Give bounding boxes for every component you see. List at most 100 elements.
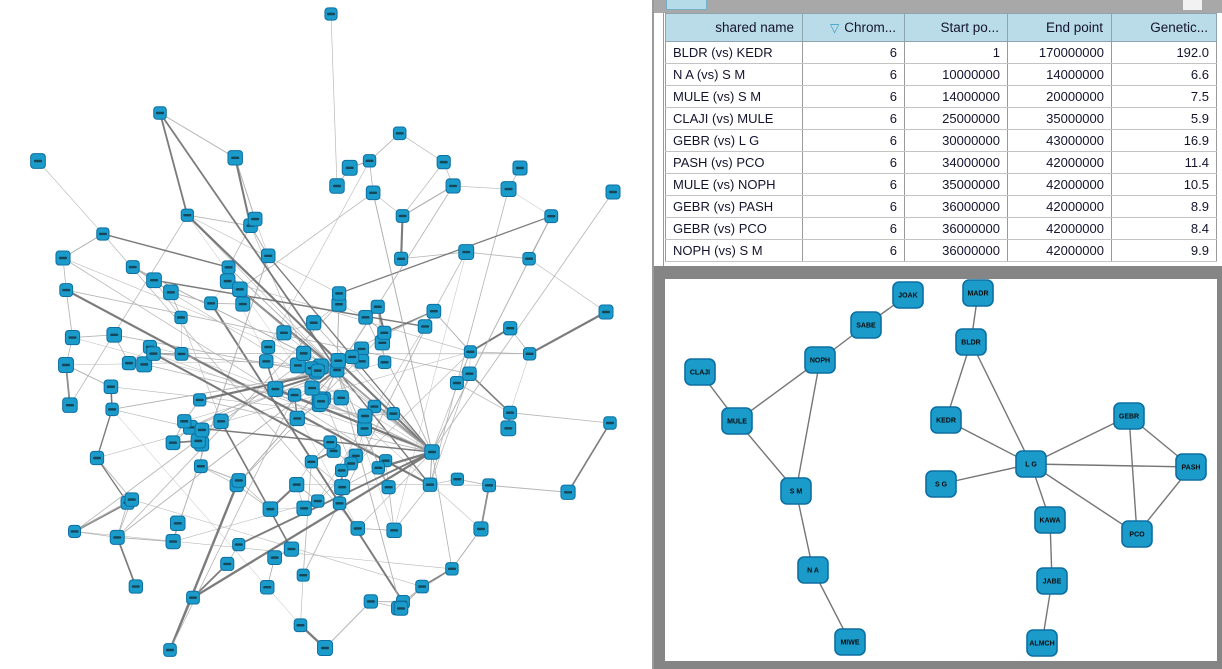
network-node[interactable] bbox=[96, 227, 110, 241]
network-node[interactable] bbox=[106, 326, 123, 343]
network-node[interactable] bbox=[89, 450, 105, 466]
network-node[interactable] bbox=[603, 416, 617, 430]
network-node[interactable] bbox=[177, 414, 192, 429]
network-node[interactable] bbox=[395, 209, 410, 223]
network-node[interactable] bbox=[165, 435, 181, 451]
network-node[interactable] bbox=[259, 579, 275, 595]
network-node-n-a[interactable]: N A bbox=[797, 556, 829, 584]
network-node-pco[interactable]: PCO bbox=[1121, 520, 1153, 548]
table-row[interactable]: N A (vs) S M 6 10000000 14000000 6.6 bbox=[665, 63, 1217, 86]
network-node[interactable] bbox=[473, 521, 489, 537]
network-node-s-g[interactable]: S G bbox=[925, 470, 957, 498]
network-node[interactable] bbox=[163, 284, 179, 301]
network-node[interactable] bbox=[386, 406, 401, 421]
network-node[interactable] bbox=[313, 393, 329, 409]
network-node[interactable] bbox=[362, 154, 377, 168]
table-row[interactable]: MULE (vs) NOPH 6 35000000 42000000 10.5 bbox=[665, 173, 1217, 196]
network-node[interactable] bbox=[393, 601, 409, 616]
toolbar-tab-fragment[interactable] bbox=[666, 0, 707, 10]
network-node[interactable] bbox=[125, 260, 140, 275]
network-edge-gebr-pco[interactable] bbox=[1128, 415, 1138, 535]
network-node[interactable] bbox=[58, 357, 74, 373]
table-row[interactable]: CLAJI (vs) MULE 6 25000000 35000000 5.9 bbox=[665, 107, 1217, 130]
network-node-jabe[interactable]: JABE bbox=[1036, 567, 1068, 595]
network-node[interactable] bbox=[358, 310, 373, 325]
network-node-miwe[interactable]: MIWE bbox=[834, 628, 866, 656]
network-node[interactable] bbox=[289, 410, 305, 427]
network-node[interactable] bbox=[503, 405, 517, 420]
network-node[interactable] bbox=[512, 160, 528, 176]
network-node[interactable] bbox=[363, 594, 378, 609]
network-node[interactable] bbox=[296, 345, 312, 361]
network-node[interactable] bbox=[146, 272, 162, 289]
network-node[interactable] bbox=[276, 325, 292, 341]
network-node[interactable] bbox=[341, 159, 358, 176]
network-node[interactable] bbox=[121, 356, 137, 371]
network-node[interactable] bbox=[426, 303, 442, 319]
network-node[interactable] bbox=[463, 345, 477, 359]
network-node[interactable] bbox=[153, 106, 167, 120]
network-node[interactable] bbox=[103, 379, 119, 395]
large-network-canvas[interactable] bbox=[0, 0, 652, 669]
network-node[interactable] bbox=[30, 153, 46, 169]
network-node[interactable] bbox=[261, 340, 276, 354]
network-node[interactable] bbox=[377, 355, 392, 370]
network-node[interactable] bbox=[59, 283, 74, 297]
network-node[interactable] bbox=[55, 250, 71, 266]
network-node[interactable] bbox=[334, 479, 351, 496]
table-row[interactable]: BLDR (vs) KEDR 6 1 170000000 192.0 bbox=[665, 41, 1217, 64]
network-node[interactable] bbox=[232, 281, 248, 298]
network-node[interactable] bbox=[213, 413, 229, 429]
network-node[interactable] bbox=[165, 533, 181, 550]
network-node[interactable] bbox=[371, 461, 385, 475]
network-node[interactable] bbox=[332, 496, 347, 511]
network-node[interactable] bbox=[370, 299, 385, 314]
network-node[interactable] bbox=[450, 472, 464, 486]
network-node[interactable] bbox=[317, 640, 333, 656]
network-node[interactable] bbox=[109, 529, 125, 545]
network-node[interactable] bbox=[220, 556, 235, 571]
network-node[interactable] bbox=[392, 126, 407, 141]
network-edge-l-g-pash[interactable] bbox=[1030, 463, 1192, 468]
network-node-claji[interactable]: CLAJI bbox=[684, 358, 716, 386]
network-node[interactable] bbox=[262, 501, 279, 517]
network-node[interactable] bbox=[283, 541, 300, 557]
network-node[interactable] bbox=[377, 325, 392, 340]
network-node[interactable] bbox=[231, 473, 247, 488]
network-node[interactable] bbox=[306, 315, 322, 331]
network-node[interactable] bbox=[329, 178, 345, 194]
network-node[interactable] bbox=[324, 7, 338, 21]
network-node[interactable] bbox=[267, 550, 283, 566]
network-node[interactable] bbox=[62, 397, 78, 413]
network-node[interactable] bbox=[296, 568, 310, 582]
network-node[interactable] bbox=[221, 260, 236, 275]
network-node[interactable] bbox=[174, 310, 188, 325]
network-node-mule[interactable]: MULE bbox=[721, 407, 753, 435]
column-header-shared-name[interactable]: shared name bbox=[665, 13, 803, 42]
network-node[interactable] bbox=[365, 185, 381, 201]
network-node[interactable] bbox=[136, 356, 153, 373]
network-node[interactable] bbox=[449, 376, 464, 390]
network-node[interactable] bbox=[436, 155, 451, 170]
network-node[interactable] bbox=[424, 444, 440, 460]
network-node-s-m[interactable]: S M bbox=[780, 477, 812, 505]
network-node[interactable] bbox=[186, 590, 200, 605]
network-node[interactable] bbox=[259, 354, 274, 369]
network-node[interactable] bbox=[381, 480, 396, 495]
network-node[interactable] bbox=[293, 618, 308, 633]
network-node-sabe[interactable]: SABE bbox=[850, 311, 882, 339]
network-node[interactable] bbox=[194, 422, 210, 438]
table-row[interactable]: PASH (vs) PCO 6 34000000 42000000 11.4 bbox=[665, 151, 1217, 174]
network-node-almch[interactable]: ALMCH bbox=[1026, 629, 1058, 657]
network-node[interactable] bbox=[500, 420, 517, 437]
network-node[interactable] bbox=[350, 521, 366, 536]
table-row[interactable]: GEBR (vs) PASH 6 36000000 42000000 8.9 bbox=[665, 195, 1217, 218]
toolbar-scroll-fragment[interactable] bbox=[1183, 0, 1202, 10]
network-node[interactable] bbox=[304, 455, 319, 469]
network-node[interactable] bbox=[146, 346, 161, 361]
network-node[interactable] bbox=[304, 380, 320, 396]
network-node[interactable] bbox=[180, 208, 194, 222]
network-node[interactable] bbox=[287, 388, 302, 402]
network-node[interactable] bbox=[204, 296, 218, 311]
network-node[interactable] bbox=[323, 435, 338, 450]
